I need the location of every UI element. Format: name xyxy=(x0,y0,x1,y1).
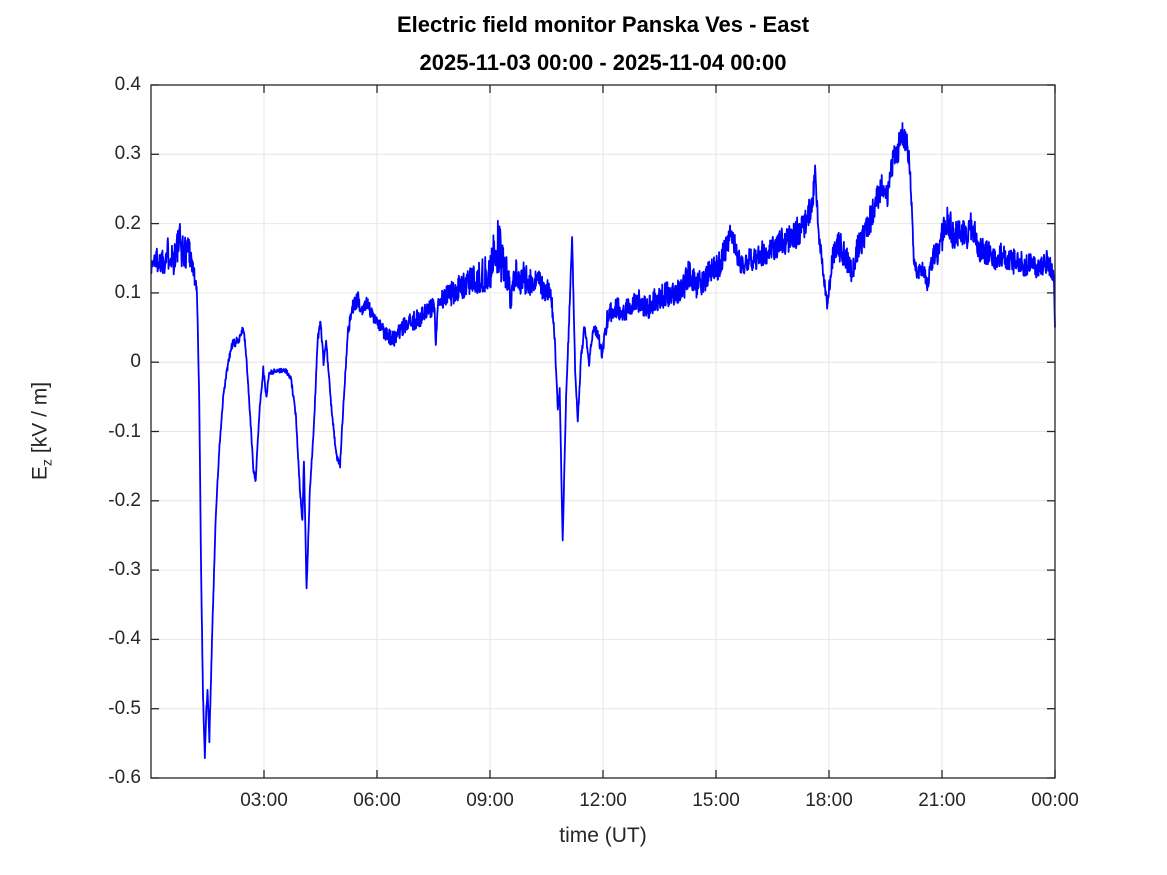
y-axis-label-subscript: z xyxy=(39,458,56,467)
y-axis-label: Ez [kV / m] xyxy=(28,382,55,480)
y-axis-label-units: [kV / m] xyxy=(28,381,52,459)
y-tick-label: 0.2 xyxy=(114,212,141,234)
x-tick-label: 21:00 xyxy=(918,790,966,811)
y-axis-label-base: E xyxy=(28,466,52,481)
x-tick-label: 18:00 xyxy=(805,790,853,811)
y-tick-label: -0.3 xyxy=(108,559,141,581)
x-tick-label: 03:00 xyxy=(240,790,288,811)
y-tick-label: 0.3 xyxy=(114,143,141,165)
x-tick-label: 12:00 xyxy=(579,790,627,811)
x-tick-label: 06:00 xyxy=(353,790,401,811)
y-tick-label: -0.6 xyxy=(108,767,141,788)
y-tick-label: -0.2 xyxy=(108,489,141,511)
y-tick-label: 0.1 xyxy=(114,281,141,303)
y-tick-label: 0.4 xyxy=(114,74,141,95)
y-tick-label: 0 xyxy=(130,351,141,373)
chart-title: Electric field monitor Panska Ves - East xyxy=(396,12,810,37)
x-tick-label: 15:00 xyxy=(692,790,740,811)
y-tick-label: -0.4 xyxy=(108,628,141,650)
data-line-ez xyxy=(150,122,1056,759)
chart-title-block: Electric field monitor Panska Ves - East… xyxy=(151,6,1055,82)
x-tick-label: 09:00 xyxy=(466,790,514,811)
chart-subtitle: 2025-11-03 00:00 - 2025-11-04 00:00 xyxy=(419,50,787,75)
y-tick-label: -0.1 xyxy=(108,420,141,442)
y-tick-label: -0.5 xyxy=(108,697,141,719)
x-axis-label: time (UT) xyxy=(559,824,647,847)
x-tick-label: 00:00 xyxy=(1031,790,1079,811)
